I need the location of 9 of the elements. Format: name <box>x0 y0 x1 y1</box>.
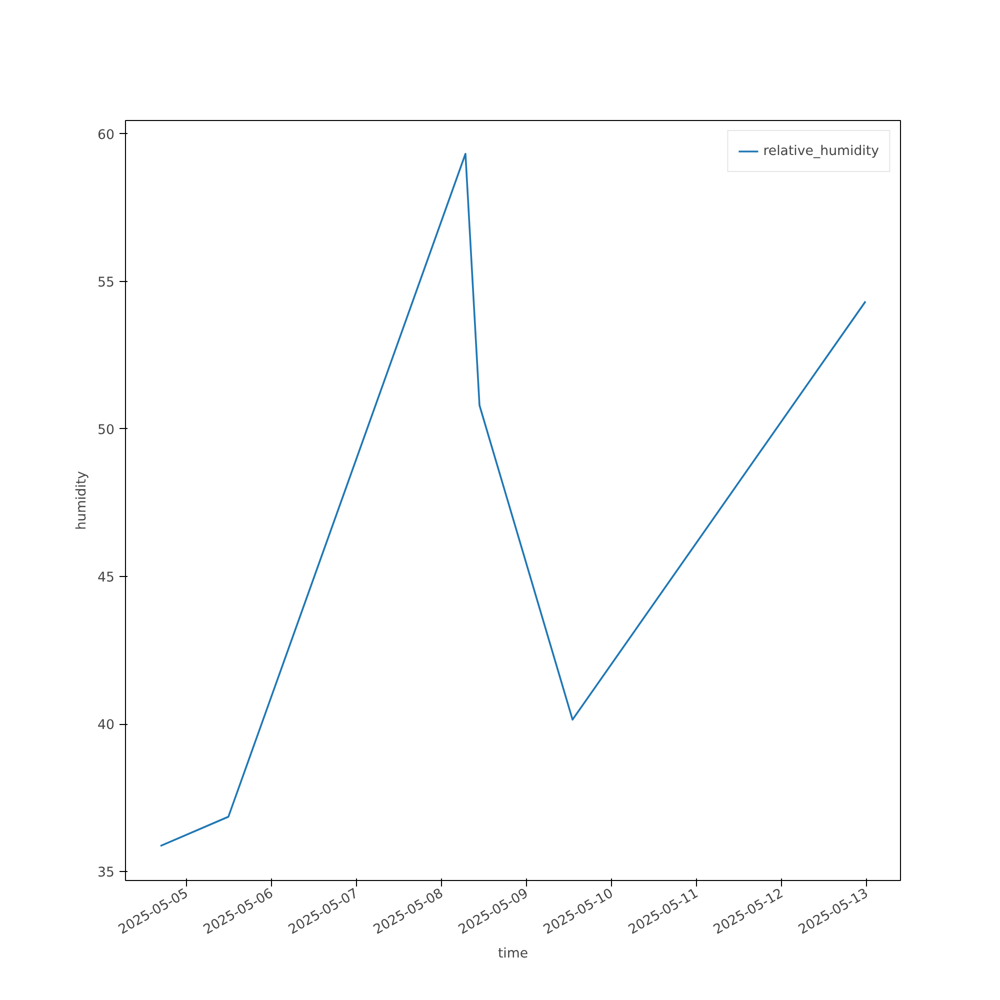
x-axis-title: time <box>498 946 528 962</box>
y-tick-label: 40 <box>98 718 115 734</box>
y-axis-title: humidity <box>74 470 90 530</box>
legend-label: relative_humidity <box>763 144 879 158</box>
y-tick-label: 35 <box>98 866 115 881</box>
y-tick-label: 55 <box>98 275 115 290</box>
y-tick-label: 50 <box>98 422 115 438</box>
y-tick-label: 60 <box>98 128 115 143</box>
y-tick-label: 45 <box>98 570 115 586</box>
